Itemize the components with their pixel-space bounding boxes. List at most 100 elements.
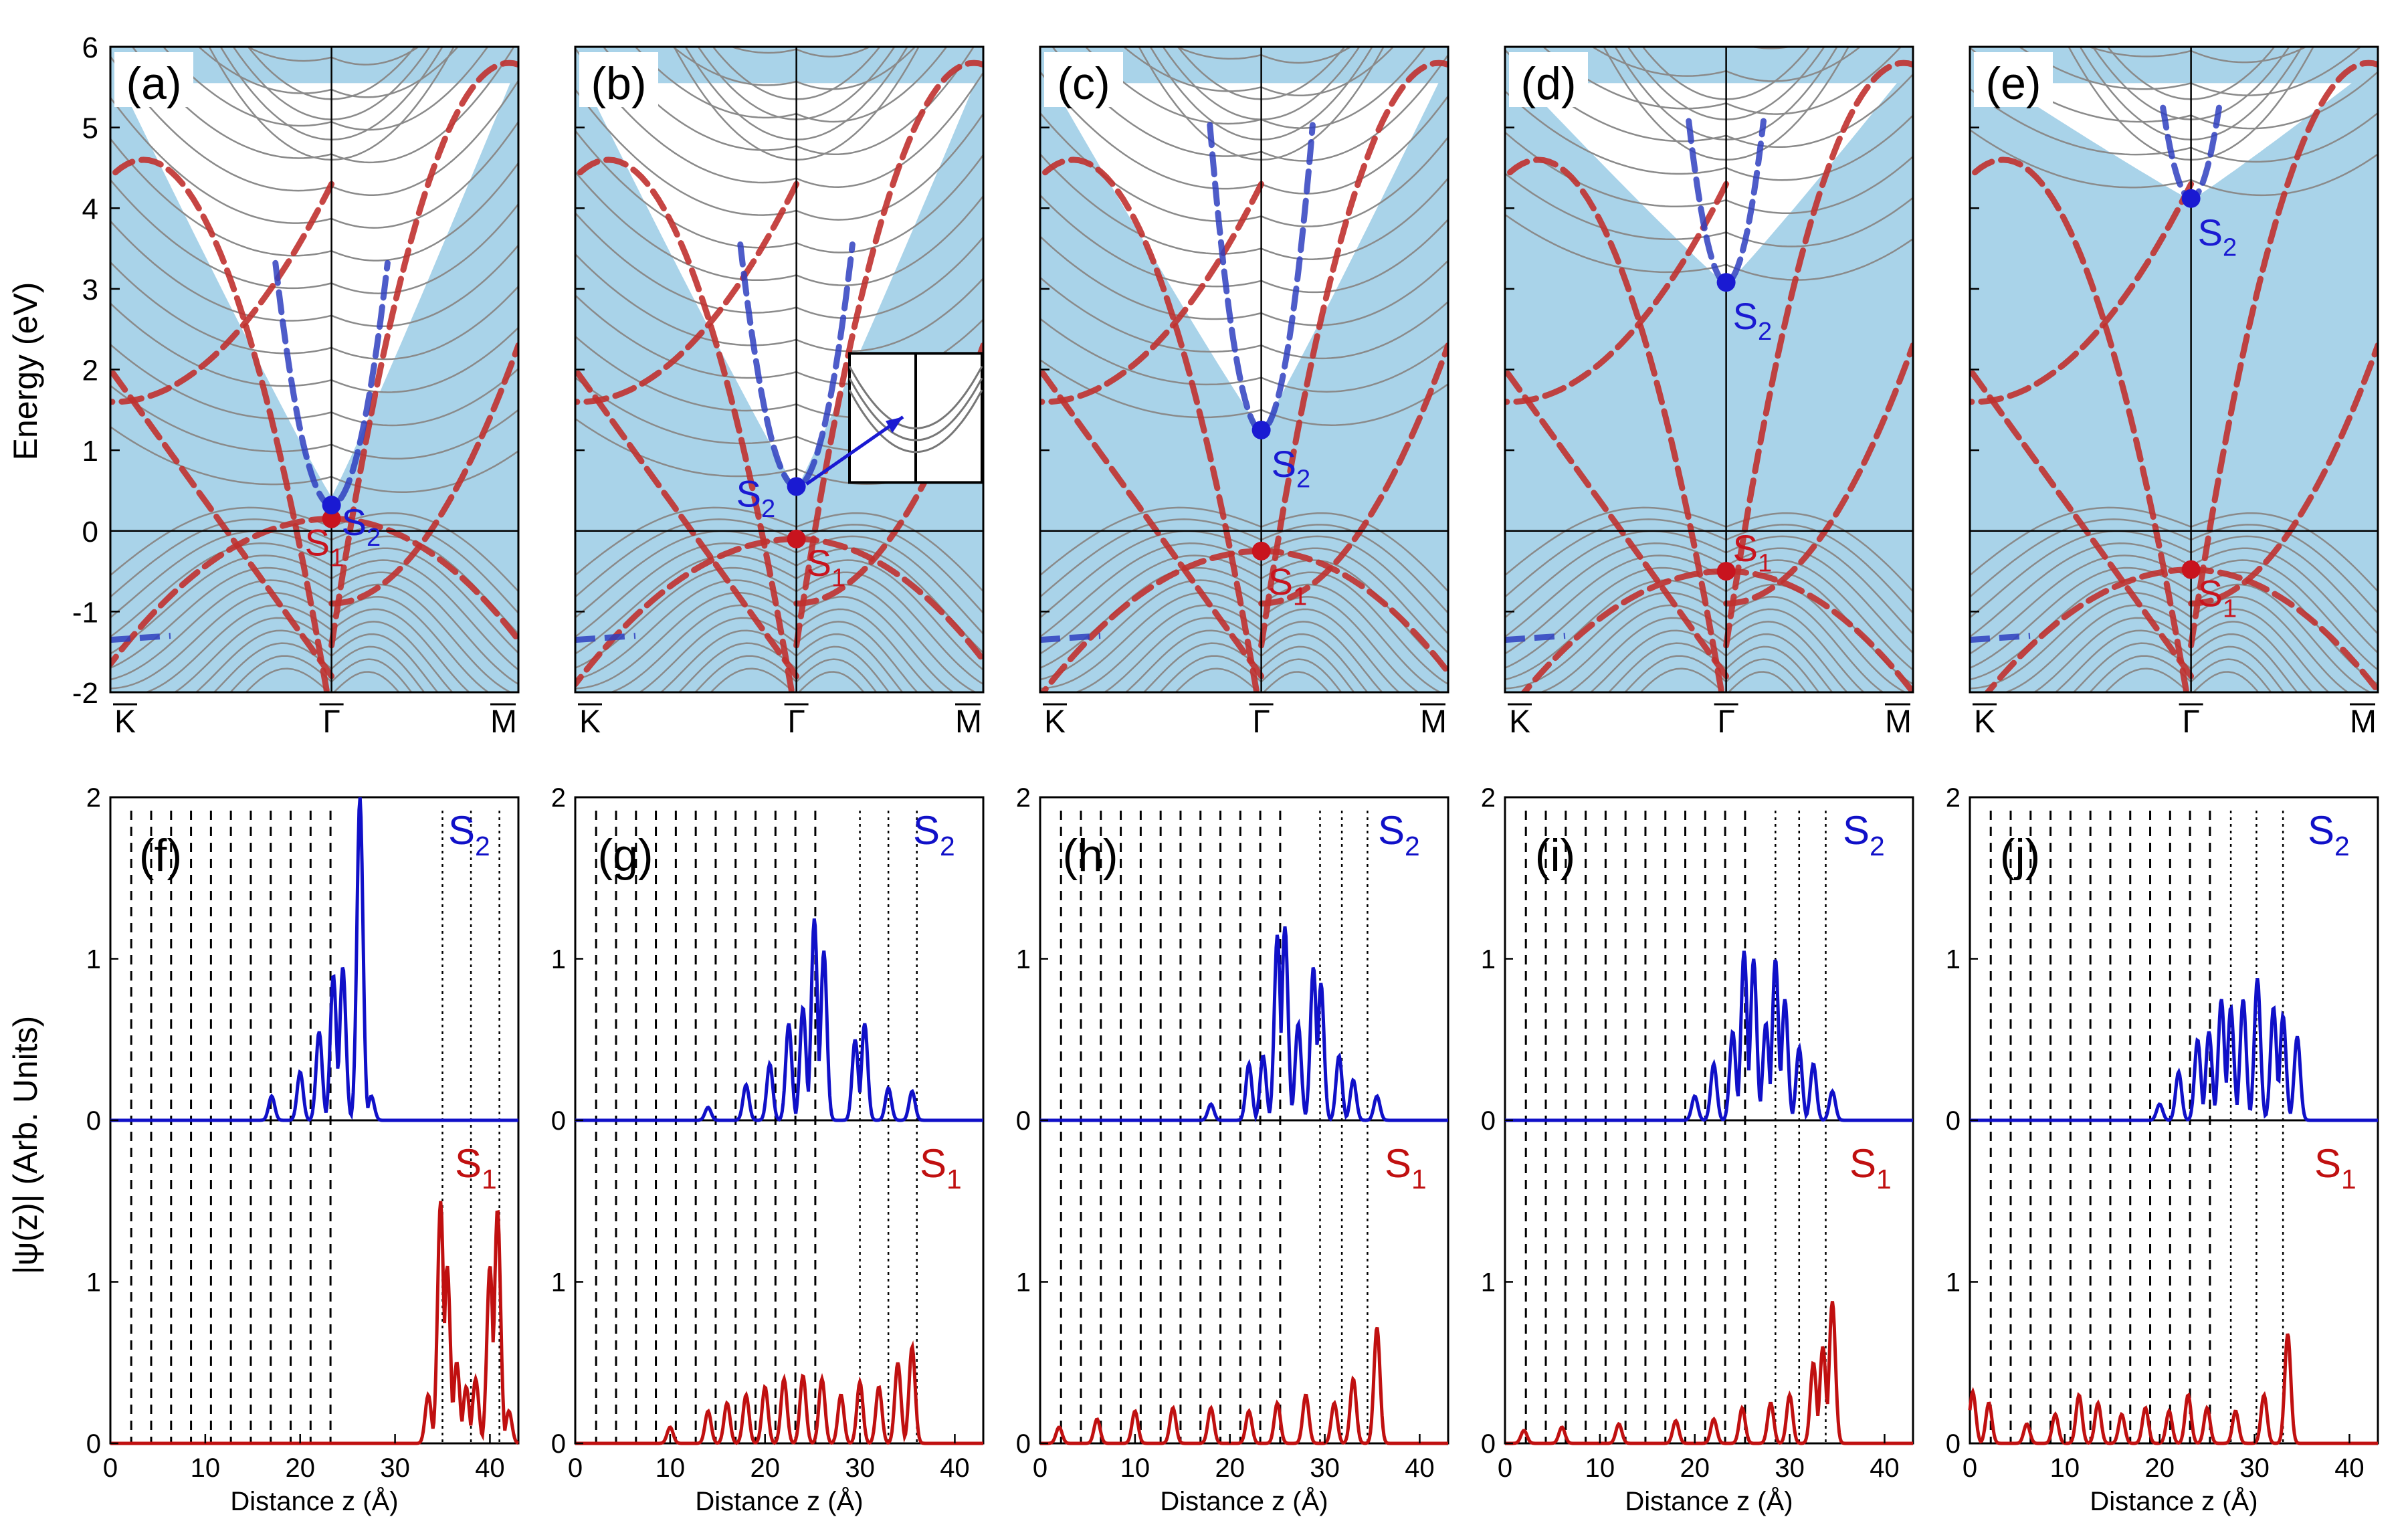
valence-band-line [1607,642,1727,692]
valence-band-line [1260,559,1448,671]
valence-band-line [2088,655,2192,692]
s2-wavefunction-line [1970,978,2378,1122]
band-line [796,72,983,188]
band-line [575,171,797,282]
distance-tick-label: 10 [1120,1453,1150,1483]
band-line [1726,47,1862,82]
valence-band-line [1505,542,1727,638]
s1-wavefunction-line [1505,1301,1913,1445]
valence-band-line [1505,554,1727,655]
valence-band-line [2072,642,2192,692]
psi-tick-label: 0 [551,1106,566,1136]
band-line [1040,318,1262,386]
band-line [1970,88,2191,156]
valence-band-line [1726,547,1913,654]
distance-tick-label: 10 [2050,1453,2080,1483]
valence-band-line [1040,554,1262,655]
psi-axis-label: |ψ(z)| (Arb. Units) [7,1016,44,1275]
s1-label: S1 [1268,560,1308,611]
valence-band-line [1970,592,2192,690]
kpoint-label: K [579,704,601,740]
band-line [796,47,872,58]
valence-band-line [2192,671,2260,692]
s1-surface-band [793,60,983,649]
kpoint-label: K [114,704,136,740]
s1-marker [1251,541,1271,560]
band-line [2087,47,2191,58]
valence-band-line [110,554,332,655]
valence-band-line [1261,512,1448,593]
s1-label: S1 [305,522,344,573]
distance-tick-label: 10 [1585,1453,1615,1483]
band-line [1040,277,1262,353]
band-line [331,80,518,196]
psi-tick-label: 0 [86,1106,101,1136]
panel-label: (d) [1520,58,1576,109]
s1-marker [1716,562,1736,581]
s1-label: S1 [807,542,846,593]
band-line [1040,71,1262,190]
band-line [1505,0,1726,11]
s1-surface-band [110,181,335,405]
distance-axis-label: Distance z (Å) [230,1486,398,1516]
valence-band-line [1726,524,1913,614]
s1-surface-band [2188,342,2378,607]
band-line [1084,47,1262,125]
valence-band-line [2104,668,2190,692]
valence-band-line [2190,621,2313,692]
band-line [1261,47,1395,97]
band-line [1505,213,1726,274]
s1-surface-band [328,342,518,607]
valence-band-line [110,530,332,619]
band-line [796,113,983,221]
valence-band-line [1725,559,1913,671]
band-line [1505,90,1726,175]
band-line [1261,342,1448,393]
psi-tick-label: 1 [86,945,101,975]
valence-band-line [2191,535,2378,635]
valence-band-line [110,592,332,690]
valence-band-line [1725,621,1848,692]
band-line [1726,197,1913,247]
band-line [1726,156,1913,215]
distance-axis-label: Distance z (Å) [1625,1486,1793,1516]
panel-label-bg [1509,52,1588,107]
band-line [575,418,797,478]
band-line [1040,0,1262,26]
band-line [1261,47,1427,129]
band-panel-5 [1970,47,2378,692]
band-line [1261,219,1448,294]
band-line [1726,0,1913,15]
energy-tick-label: 0 [82,516,98,548]
band-line [110,262,332,354]
panel-label: (h) [1062,830,1118,881]
valence-band-line [330,571,518,685]
valence-band-line [1970,579,2192,681]
s1-surface-band [1970,157,2190,692]
s1-wavefunction-line [110,1201,519,1445]
inset-arrow [805,415,904,486]
s2-wavefunction-line [1040,926,1448,1123]
kpoint-label: Γ [2182,704,2199,740]
valence-band-line [1260,658,1342,692]
distance-tick-label: 30 [380,1453,410,1483]
band-line [796,195,983,286]
valence-band-line [330,658,413,692]
band-line [331,326,518,393]
band-line [575,0,797,21]
valence-band-line [330,583,513,692]
energy-tick-label: 6 [82,31,98,64]
band-line [331,244,518,328]
s1-surface-band [1983,567,2195,692]
kpoint-label: M [1420,704,1447,740]
band-line [1261,177,1448,260]
inset-band [848,377,983,441]
valence-band-line [1727,671,1795,692]
panel-label: (c) [1057,58,1110,109]
valence-band-line [1262,671,1330,692]
valence-band-line [330,608,471,692]
